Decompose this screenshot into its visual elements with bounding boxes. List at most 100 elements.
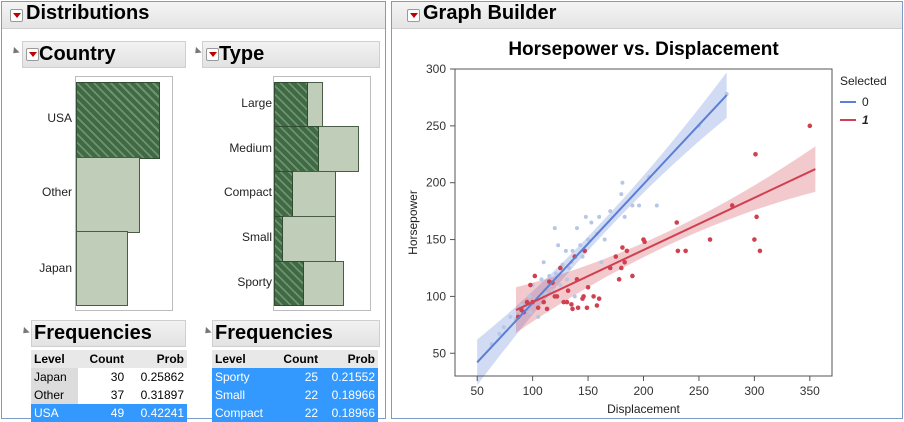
data-point-series-0 <box>527 294 532 299</box>
data-point-series-0 <box>567 265 572 270</box>
type-histogram[interactable] <box>273 76 371 311</box>
distributions-panel: Distributions Country USA Other Japan Ty… <box>1 1 386 422</box>
type-collapse-icon[interactable] <box>192 46 202 57</box>
data-point-series-1 <box>596 296 602 301</box>
type-bar-compact-selected[interactable] <box>274 171 293 217</box>
data-point-series-1 <box>622 259 627 265</box>
data-point-series-0 <box>586 237 591 242</box>
y-tick-label: 200 <box>426 176 446 190</box>
axes: Horsepower vs. Displacement 50 100 150 200 25… <box>406 39 833 416</box>
data-point-series-1 <box>674 220 680 225</box>
type-bar-small[interactable] <box>274 216 336 262</box>
table-header-row: Level Count Prob <box>31 350 187 368</box>
country-frequencies-collapse-icon[interactable] <box>20 326 30 337</box>
data-point-series-0 <box>597 214 602 219</box>
country-menu-icon[interactable] <box>26 48 39 61</box>
type-label-large: Large <box>241 96 272 110</box>
column-header-prob[interactable]: Prob <box>321 350 378 368</box>
column-header-level[interactable]: Level <box>31 350 78 368</box>
type-label-sporty: Sporty <box>237 275 272 289</box>
data-point-series-0 <box>578 243 583 248</box>
type-label-small: Small <box>241 230 272 244</box>
data-point-series-0 <box>501 325 506 330</box>
data-point-series-0 <box>580 254 585 259</box>
country-bar-japan[interactable] <box>76 231 128 306</box>
data-point-series-1 <box>535 305 541 311</box>
type-frequencies-header: Frequencies <box>212 320 380 347</box>
column-header-prob[interactable]: Prob <box>127 350 187 368</box>
country-histogram[interactable] <box>75 76 173 311</box>
country-frequencies-header: Frequencies <box>31 320 186 347</box>
y-axis-label: Horsepower <box>406 190 420 255</box>
legend-title: Selected <box>840 74 887 88</box>
cell-count: 37 <box>110 388 125 402</box>
country-frequencies-table: Level Count Prob Japan 30 0.25862 Other … <box>31 350 187 422</box>
table-row-selected[interactable]: Small 22 0.18966 <box>212 386 378 404</box>
country-title: Country <box>39 43 116 65</box>
table-header-row: Level Count Prob <box>212 350 378 368</box>
data-point-series-0 <box>608 209 613 214</box>
data-point-series-1 <box>561 299 566 305</box>
country-bar-usa[interactable] <box>76 82 160 159</box>
data-point-series-0 <box>497 331 502 336</box>
y-tick-label: 100 <box>426 289 446 303</box>
cell-count: 30 <box>110 370 125 384</box>
x-tick-label: 300 <box>744 384 764 398</box>
country-bar-other[interactable] <box>76 157 140 233</box>
table-row[interactable]: Other 37 0.31897 <box>31 386 187 404</box>
data-point-series-0 <box>583 214 588 219</box>
cell-prob: 0.21552 <box>321 368 378 386</box>
data-point-series-0 <box>508 314 513 319</box>
column-header-count[interactable]: Count <box>77 350 128 368</box>
y-tick-label: 300 <box>426 62 446 76</box>
cell-count: 22 <box>274 404 322 422</box>
y-tick-label: 150 <box>426 233 446 247</box>
confidence-bands <box>477 72 816 386</box>
data-point-series-1 <box>585 285 591 290</box>
data-point-series-1 <box>564 299 570 305</box>
data-point-series-0 <box>572 294 577 299</box>
data-point-series-0 <box>564 277 569 282</box>
graph-builder-menu-icon[interactable] <box>407 9 420 22</box>
cell-level: Compact <box>212 404 275 422</box>
legend[interactable]: Selected 0 1 <box>840 74 887 127</box>
fit-lines <box>476 94 816 364</box>
chart-title: Horsepower vs. Displacement <box>508 39 779 60</box>
country-collapse-icon[interactable] <box>10 46 20 57</box>
data-point-series-1 <box>565 288 571 294</box>
cell-prob: 0.18966 <box>321 404 378 422</box>
data-point-series-1 <box>757 248 763 254</box>
table-row[interactable]: Japan 30 0.25862 <box>31 368 187 386</box>
table-row-selected[interactable]: USA 49 0.42241 <box>31 404 187 422</box>
type-bar-sporty-selected[interactable] <box>274 261 304 306</box>
data-point-series-1 <box>619 265 624 271</box>
table-row-selected[interactable]: Sporty 25 0.21552 <box>212 368 378 386</box>
y-tick-label: 50 <box>433 346 447 360</box>
table-row-selected[interactable]: Compact 22 0.18966 <box>212 404 378 422</box>
type-frequencies-collapse-icon[interactable] <box>202 326 212 337</box>
type-label-medium: Medium <box>229 141 272 155</box>
data-point-series-1 <box>532 273 538 279</box>
type-menu-icon[interactable] <box>206 48 219 61</box>
type-title: Type <box>219 43 265 65</box>
x-tick-label: 350 <box>800 384 820 398</box>
graph-builder-panel: Graph Builder Horsepower vs. Displacemen… <box>391 1 903 419</box>
data-point-series-1 <box>616 277 622 282</box>
y-tick-label: 250 <box>426 119 446 133</box>
country-frequencies-title: Frequencies <box>34 322 152 344</box>
type-bar-medium-selected[interactable] <box>274 126 319 172</box>
data-point-series-0 <box>528 310 533 315</box>
distributions-menu-icon[interactable] <box>10 9 23 22</box>
x-tick-label: 250 <box>689 384 709 398</box>
scatter-chart[interactable]: Horsepower vs. Displacement 50 100 150 200 25… <box>392 29 902 419</box>
data-point-series-0 <box>541 260 546 265</box>
type-bar-small-selected[interactable] <box>274 216 283 262</box>
column-header-count[interactable]: Count <box>274 350 322 368</box>
data-point-series-0 <box>589 220 594 225</box>
data-point-series-1 <box>754 214 759 220</box>
data-point-series-0 <box>563 248 568 253</box>
column-header-level[interactable]: Level <box>212 350 275 368</box>
type-bar-large-selected[interactable] <box>274 82 308 128</box>
data-point-series-1 <box>683 248 688 254</box>
cell-count: 25 <box>274 368 322 386</box>
